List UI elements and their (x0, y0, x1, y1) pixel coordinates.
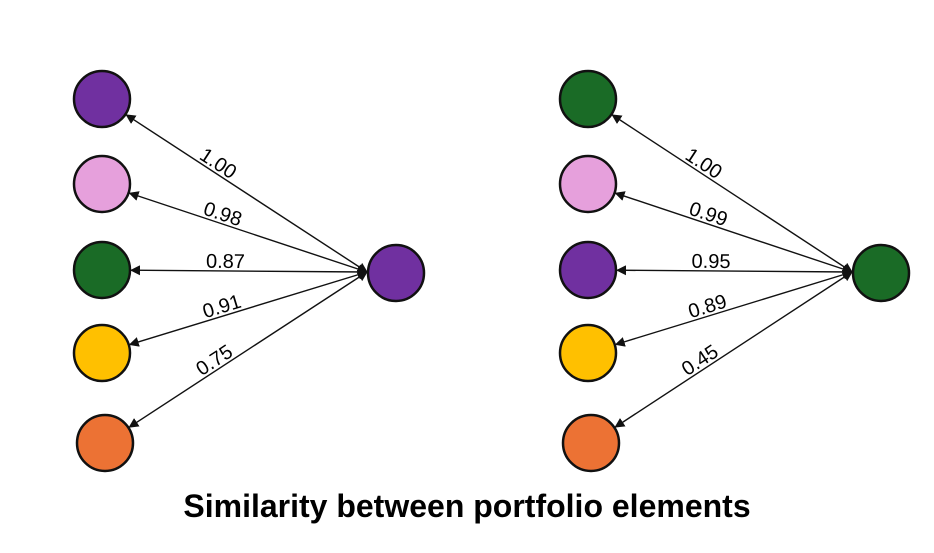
similarity-edge (614, 191, 853, 274)
element-node-purple (558, 240, 618, 300)
element-node-yellow (72, 323, 132, 383)
element-node-yellow (558, 323, 618, 383)
center-node-purple (366, 243, 426, 303)
diagram-caption: Similarity between portfolio elements (183, 488, 751, 524)
similarity-weight-label: 0.99 (686, 198, 730, 231)
similarity-weight-label: 0.45 (678, 341, 723, 381)
similarity-edge (125, 114, 368, 273)
similarity-weight-label: 1.00 (681, 144, 726, 184)
element-node-pink (72, 154, 132, 214)
similarity-edge (614, 271, 853, 428)
similarity-edge (615, 265, 853, 277)
center-node-green (851, 243, 911, 303)
similarity-edge (129, 265, 368, 277)
similarity-weight-label: 0.98 (201, 198, 245, 231)
similarity-weight-label: 1.00 (196, 144, 241, 184)
similarity-edge (128, 271, 368, 428)
similarity-weight-label: 0.75 (192, 341, 237, 381)
element-node-orange (561, 413, 621, 473)
similarity-weight-label: 0.91 (200, 291, 244, 323)
similarity-edge (611, 114, 853, 273)
similarity-weight-label: 0.95 (692, 251, 731, 273)
similarity-weight-label: 0.89 (686, 291, 730, 323)
similarity-weight-label: 0.87 (206, 251, 245, 273)
similarity-graph-2: 1.00 0.99 0.95 0.89 0.45 (558, 69, 911, 473)
similarity-edge (128, 191, 368, 274)
element-node-pink (558, 154, 618, 214)
similarity-edge (614, 269, 853, 347)
element-node-green (558, 69, 618, 129)
element-node-orange (75, 413, 135, 473)
similarity-edge (128, 269, 368, 347)
element-node-green (72, 240, 132, 300)
similarity-graph-1: 1.00 0.98 0.87 0.91 0.75 (72, 69, 426, 473)
element-node-purple (72, 69, 132, 129)
